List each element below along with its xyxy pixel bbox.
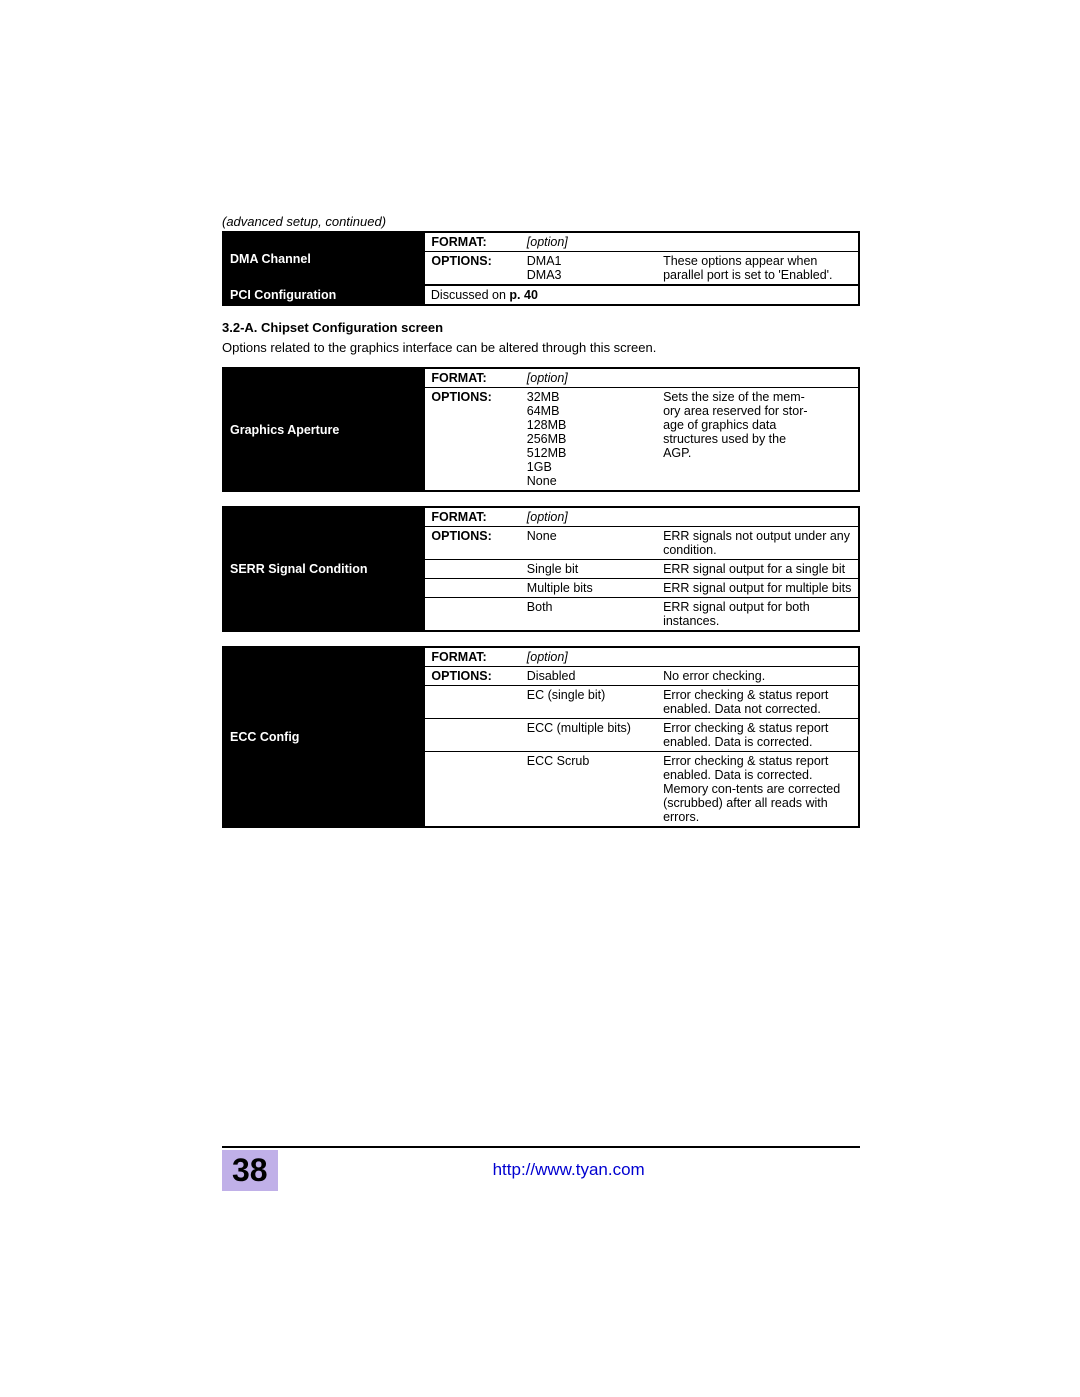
- ecc-desc-0: No error checking.: [657, 667, 859, 686]
- serr-desc-3: ERR signal output for both instances.: [657, 598, 859, 632]
- page-content: (advanced setup, continued) DMA Channel …: [222, 214, 860, 842]
- format-value: [option]: [521, 507, 657, 527]
- ecc-opt-2: ECC (multiple bits): [521, 719, 657, 752]
- pci-config-text: Discussed on p. 40: [425, 285, 859, 305]
- footer-url[interactable]: http://www.tyan.com: [493, 1160, 645, 1180]
- options-label: OPTIONS:: [425, 527, 521, 560]
- ecc-desc-2: Error checking & status report enabled. …: [657, 719, 859, 752]
- serr-opt-1: Single bit: [521, 560, 657, 579]
- graphics-aperture-label: Graphics Aperture: [223, 368, 425, 491]
- ecc-label: ECC Config: [223, 647, 425, 827]
- format-label: FORMAT:: [425, 232, 521, 252]
- serr-desc-0: ERR signals not output under any conditi…: [657, 527, 859, 560]
- dma-channel-label: DMA Channel: [223, 232, 425, 285]
- aperture-desc: Sets the size of the mem- ory area reser…: [657, 388, 859, 492]
- format-value: [option]: [521, 232, 657, 252]
- graphics-aperture-table: Graphics Aperture FORMAT: [option] OPTIO…: [222, 367, 860, 492]
- page-footer: 38 http://www.tyan.com: [222, 1146, 860, 1191]
- serr-opt-2: Multiple bits: [521, 579, 657, 598]
- format-label: FORMAT:: [425, 507, 521, 527]
- ecc-opt-3: ECC Scrub: [521, 752, 657, 828]
- pci-config-label: PCI Configuration: [223, 285, 425, 305]
- section-text: Options related to the graphics interfac…: [222, 340, 860, 355]
- serr-opt-3: Both: [521, 598, 657, 632]
- dma-desc: These options appear when parallel port …: [657, 252, 859, 286]
- serr-label: SERR Signal Condition: [223, 507, 425, 631]
- serr-desc-1: ERR signal output for a single bit: [657, 560, 859, 579]
- ecc-desc-3: Error checking & status report enabled. …: [657, 752, 859, 828]
- ecc-table: ECC Config FORMAT: [option] OPTIONS: Dis…: [222, 646, 860, 828]
- serr-opt-0: None: [521, 527, 657, 560]
- continued-note: (advanced setup, continued): [222, 214, 860, 229]
- options-label: OPTIONS:: [425, 388, 521, 492]
- ecc-opt-0: Disabled: [521, 667, 657, 686]
- options-label: OPTIONS:: [425, 252, 521, 286]
- dma-options: DMA1 DMA3: [521, 252, 657, 286]
- format-value: [option]: [521, 647, 657, 667]
- page-number: 38: [222, 1150, 278, 1191]
- format-label: FORMAT:: [425, 647, 521, 667]
- dma-channel-table: DMA Channel FORMAT: [option] OPTIONS: DM…: [222, 231, 860, 306]
- format-label: FORMAT:: [425, 368, 521, 388]
- ecc-desc-1: Error checking & status report enabled. …: [657, 686, 859, 719]
- format-value: [option]: [521, 368, 657, 388]
- options-label: OPTIONS:: [425, 667, 521, 686]
- serr-desc-2: ERR signal output for multiple bits: [657, 579, 859, 598]
- aperture-options: 32MB 64MB 128MB 256MB 512MB 1GB None: [521, 388, 657, 492]
- section-heading: 3.2-A. Chipset Configuration screen: [222, 320, 860, 335]
- ecc-opt-1: EC (single bit): [521, 686, 657, 719]
- serr-table: SERR Signal Condition FORMAT: [option] O…: [222, 506, 860, 632]
